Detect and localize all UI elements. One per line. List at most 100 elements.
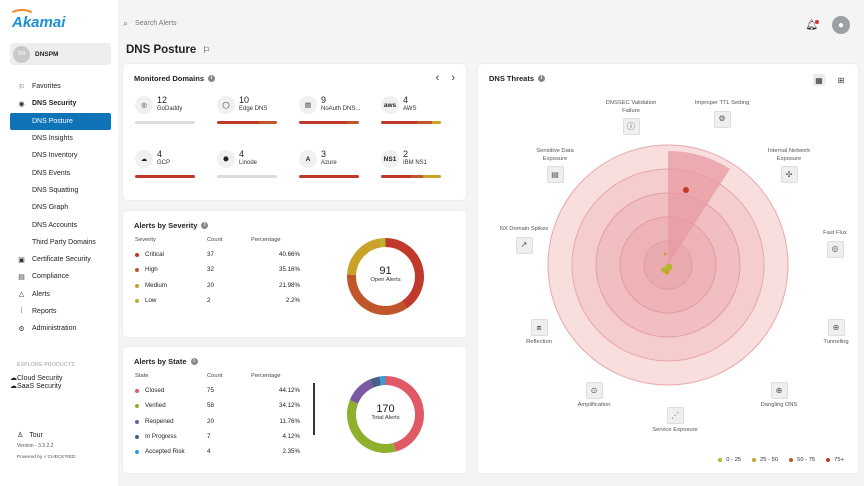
- sidebar-item-label: DNS Insights: [32, 135, 73, 143]
- legend-label: 75+: [834, 457, 844, 463]
- severity-bar: [299, 175, 359, 178]
- table-row[interactable]: Accepted Risk 4 2.35%: [135, 448, 305, 460]
- magnify-icon: ⊙: [585, 382, 603, 399]
- status-dot-icon: [135, 434, 139, 439]
- sidebar-item-cloud-security[interactable]: ☁Cloud Security: [10, 374, 111, 382]
- gcp-icon: ☁: [135, 150, 153, 168]
- grid-view-icon[interactable]: ▦: [813, 74, 825, 86]
- tile-view-icon[interactable]: ⊞: [837, 75, 845, 85]
- sidebar-item-compliance[interactable]: ▤ Compliance: [10, 268, 111, 285]
- sidebar-item-administration[interactable]: ⚙ Administration: [10, 320, 111, 337]
- user-avatar[interactable]: ●: [832, 16, 850, 34]
- row-count: 75: [207, 387, 214, 394]
- table-row[interactable]: Low 2 2.2%: [135, 297, 305, 309]
- threat-category-dangling-dns[interactable]: ⊕ Dangling DNS: [748, 382, 810, 410]
- page-title: DNS Posture ⚐: [126, 44, 211, 56]
- threat-category-improper-ttl-setting[interactable]: Improper TTL Setting ⚙: [691, 100, 753, 128]
- threat-category-sensitive-data-exposure[interactable]: Sensitive Data Exposure ▤: [524, 148, 586, 183]
- sidebar-item-dns-graph[interactable]: DNS Graph: [10, 199, 111, 216]
- sidebar-item-dns-events[interactable]: DNS Events: [10, 164, 111, 181]
- domain-provider: GCP: [157, 160, 171, 166]
- chevron-left-icon[interactable]: ‹: [435, 72, 440, 84]
- network-icon: ✣: [780, 166, 798, 183]
- table-row[interactable]: Reopened 20 11.76%: [135, 418, 305, 430]
- open-alerts-label: Open Alerts: [370, 277, 401, 283]
- donut-segment[interactable]: [347, 238, 382, 276]
- sidebar-item-saas-security[interactable]: ☁SaaS Security: [10, 382, 111, 390]
- info-icon[interactable]: i: [201, 222, 209, 229]
- certificate-icon: ▣: [18, 256, 25, 264]
- notification-bell-icon[interactable]: 🔔︎: [805, 19, 819, 31]
- sidebar-item-dns-squatting[interactable]: DNS Squatting: [10, 182, 111, 199]
- threat-category-nx-domain-spikes[interactable]: NX Domain Spikes ↗: [493, 226, 555, 254]
- row-percentage: 4.12%: [282, 432, 300, 440]
- legend-item: 25 - 50: [752, 457, 778, 463]
- donut-segment[interactable]: [369, 376, 382, 388]
- sidebar-item-certificate-security[interactable]: ▣ Certificate Security: [10, 251, 111, 268]
- row-count: 20: [207, 417, 214, 425]
- table-row[interactable]: Verified 58 34.12%: [135, 402, 305, 414]
- threat-category-dnssec-validation-failure[interactable]: DNSSEC Validation Failure ⓘ: [600, 100, 662, 135]
- table-row[interactable]: Closed 75 44.12%: [135, 387, 305, 399]
- info-icon[interactable]: i: [190, 358, 198, 365]
- cloud-icon: ☁: [10, 375, 17, 382]
- table-row[interactable]: Critical 37 40.66%: [135, 251, 305, 263]
- sidebar-item-dns-security[interactable]: ◉ DNS Security: [10, 95, 111, 112]
- severity-bar-segment: [423, 175, 441, 178]
- threat-category-tunneling[interactable]: ⊕ Tunneling: [805, 319, 864, 347]
- search-input[interactable]: Search Alerts: [135, 20, 177, 27]
- row-percentage: 11.76%: [279, 417, 300, 425]
- threat-category-amplification[interactable]: ⊙ Amplification: [563, 382, 625, 410]
- threat-category-reflection[interactable]: ⧈ Reflection: [508, 319, 570, 347]
- info-icon[interactable]: i: [208, 75, 216, 82]
- sidebar-item-third-party-domains[interactable]: Third Party Domains: [10, 234, 111, 251]
- threat-category-internal-network-exposure[interactable]: Internal Network Exposure ✣: [758, 148, 820, 183]
- gear-icon: ⚙: [18, 325, 25, 333]
- sidebar-item-alerts[interactable]: △ Alerts: [10, 286, 111, 303]
- row-percentage: 2.35%: [282, 448, 300, 456]
- alerts-by-state-card: Alerts by State i State Count Percentage …: [123, 347, 466, 473]
- sidebar-item-dns-posture[interactable]: DNS Posture: [10, 112, 111, 130]
- threat-category-service-exposure[interactable]: ⋰ Service Exposure: [644, 407, 706, 435]
- threat-point[interactable]: [665, 263, 673, 271]
- search-bar[interactable]: ⌕ Search Alerts: [123, 18, 177, 29]
- donut-segment[interactable]: [347, 400, 396, 453]
- threat-point[interactable]: [663, 252, 667, 256]
- col-header-count: Count: [207, 373, 223, 379]
- donut-segment[interactable]: [385, 376, 424, 452]
- sidebar-item-dns-insights[interactable]: DNS Insights: [10, 130, 111, 147]
- status-dot-icon: [135, 450, 139, 455]
- chevron-right-icon[interactable]: ›: [451, 72, 455, 84]
- row-count: 4: [207, 448, 211, 456]
- table-row[interactable]: Medium 20 21.98%: [135, 282, 305, 294]
- open-alerts-total: 91: [379, 265, 392, 277]
- sidebar-item-dns-inventory[interactable]: DNS Inventory: [10, 147, 111, 164]
- reflection-icon: ⧈: [530, 319, 548, 336]
- threat-point[interactable]: [664, 269, 670, 275]
- status-dot-icon: [135, 268, 139, 273]
- account-switcher[interactable]: DN DNSPM: [10, 43, 111, 65]
- sidebar-item-dns-accounts[interactable]: DNS Accounts: [10, 216, 111, 233]
- donut-segment[interactable]: [347, 274, 407, 315]
- status-dot-icon: [135, 419, 139, 424]
- tunneling-icon: ⊕: [827, 319, 845, 336]
- table-row[interactable]: High 32 35.16%: [135, 266, 305, 278]
- sidebar-item-favorites[interactable]: ⚐ Favorites: [10, 78, 111, 95]
- threat-point[interactable]: [683, 187, 689, 193]
- cloud-lock-icon: ☁: [10, 383, 17, 390]
- donut-segment[interactable]: [349, 379, 374, 404]
- threat-category-fast-flux[interactable]: Fast Flux ◎: [804, 230, 864, 258]
- table-row[interactable]: In Progress 7 4.12%: [135, 433, 305, 445]
- severity-bar-segment: [135, 175, 195, 178]
- status-dot-icon: [135, 253, 139, 257]
- fast-flux-icon: ◎: [826, 240, 844, 258]
- bookmark-icon[interactable]: ⚐: [202, 44, 211, 55]
- sidebar-item-reports[interactable]: ⁞ Reports: [10, 303, 111, 320]
- info-icon[interactable]: i: [538, 75, 546, 82]
- highlighted-sector[interactable]: [668, 150, 730, 265]
- akamai-logo[interactable]: Akamai: [9, 9, 65, 31]
- tour-link[interactable]: ♙ Tour: [17, 431, 43, 440]
- legend-dot-icon: [826, 458, 831, 462]
- donut-segment[interactable]: [385, 238, 424, 309]
